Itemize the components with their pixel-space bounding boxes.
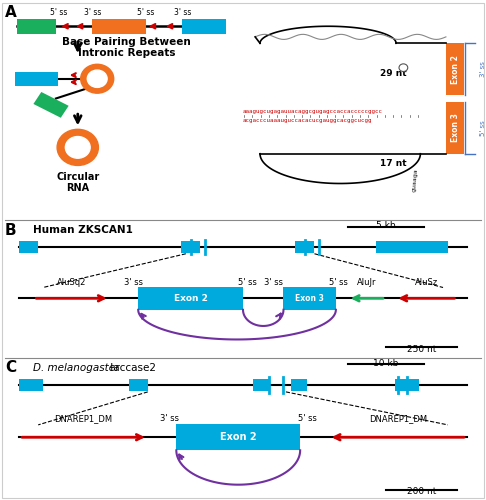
FancyBboxPatch shape — [176, 424, 300, 450]
Circle shape — [87, 70, 107, 87]
FancyBboxPatch shape — [19, 379, 43, 391]
FancyBboxPatch shape — [181, 241, 200, 253]
Text: 3' ss: 3' ss — [84, 8, 101, 16]
FancyBboxPatch shape — [19, 241, 38, 253]
Circle shape — [57, 130, 98, 166]
Text: Exon 2: Exon 2 — [174, 294, 208, 303]
FancyBboxPatch shape — [396, 379, 419, 391]
FancyBboxPatch shape — [129, 379, 148, 391]
Text: D. melanogaster: D. melanogaster — [34, 363, 120, 373]
Text: guaaga: guaaga — [412, 168, 419, 192]
FancyBboxPatch shape — [295, 241, 314, 253]
Text: 10 kb: 10 kb — [373, 359, 399, 368]
Text: laccase2: laccase2 — [107, 363, 156, 373]
Text: Exon 2: Exon 2 — [220, 432, 257, 442]
Text: DNAREP1_DM: DNAREP1_DM — [54, 414, 112, 422]
FancyBboxPatch shape — [291, 379, 307, 391]
Text: AluSz: AluSz — [415, 278, 438, 287]
Text: 3' ss: 3' ss — [480, 62, 486, 77]
Text: A: A — [5, 5, 17, 20]
Text: 29 nt: 29 nt — [381, 68, 407, 78]
Text: 3' ss: 3' ss — [264, 278, 283, 287]
Circle shape — [399, 64, 408, 72]
Text: 5' ss: 5' ss — [238, 278, 257, 287]
FancyBboxPatch shape — [376, 241, 448, 253]
Text: Exon 3: Exon 3 — [295, 294, 324, 303]
Text: B: B — [5, 222, 17, 238]
Text: 3' ss: 3' ss — [160, 414, 179, 422]
Text: acgacccuaaauguccacacucgauggcacggcucgg: acgacccuaaauguccacacucgauggcacggcucgg — [243, 118, 372, 124]
Text: 5' ss: 5' ss — [50, 8, 67, 16]
Text: 5' ss: 5' ss — [329, 278, 347, 287]
Text: 250 nt: 250 nt — [407, 344, 436, 354]
Text: C: C — [5, 360, 16, 375]
FancyBboxPatch shape — [17, 19, 56, 34]
Text: aaagugcugagauuacaggcgugagccaccacccccggcc: aaagugcugagauuacaggcgugagccaccacccccggcc — [243, 109, 383, 114]
Text: Human ZKSCAN1: Human ZKSCAN1 — [34, 226, 133, 235]
Text: 200 nt: 200 nt — [407, 488, 436, 496]
Text: Exon 3: Exon 3 — [451, 114, 460, 142]
Text: 3' ss: 3' ss — [174, 8, 191, 16]
Circle shape — [65, 136, 90, 158]
FancyBboxPatch shape — [92, 19, 146, 34]
Text: 5 kb: 5 kb — [376, 222, 396, 230]
Text: DNAREP1_DM: DNAREP1_DM — [369, 414, 427, 422]
FancyBboxPatch shape — [446, 44, 464, 96]
FancyBboxPatch shape — [182, 19, 226, 34]
FancyBboxPatch shape — [253, 379, 269, 391]
FancyBboxPatch shape — [15, 72, 58, 86]
Text: 17 nt: 17 nt — [381, 159, 407, 168]
Text: Base Pairing Between
Intronic Repeats: Base Pairing Between Intronic Repeats — [62, 36, 191, 59]
Text: 3' ss: 3' ss — [124, 278, 143, 287]
Text: 5' ss: 5' ss — [480, 120, 486, 136]
Text: Circular
RNA: Circular RNA — [56, 172, 99, 194]
FancyBboxPatch shape — [138, 287, 243, 310]
FancyBboxPatch shape — [34, 92, 69, 118]
Text: 5' ss: 5' ss — [137, 8, 155, 16]
Text: 5' ss: 5' ss — [298, 414, 317, 422]
FancyBboxPatch shape — [283, 287, 336, 310]
Text: AluJr: AluJr — [357, 278, 377, 287]
Text: Exon 2: Exon 2 — [451, 55, 460, 84]
Text: AluSq2: AluSq2 — [57, 278, 86, 287]
FancyBboxPatch shape — [446, 102, 464, 154]
Circle shape — [81, 64, 114, 93]
